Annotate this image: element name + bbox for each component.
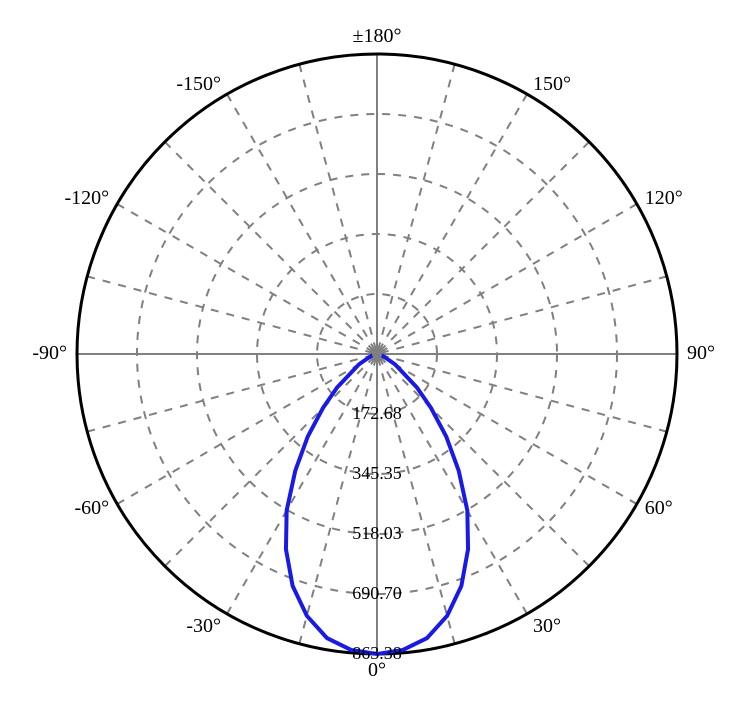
polar-chart: 172.68345.35518.03690.70863.380°30°60°90…	[0, 0, 754, 709]
angle-label: -30°	[186, 615, 221, 637]
radial-label: 345.35	[352, 463, 402, 483]
center-dot	[372, 349, 382, 359]
angle-label: 30°	[533, 615, 561, 637]
angle-label: -120°	[65, 187, 110, 209]
angle-label: ±180°	[353, 25, 402, 47]
angle-label: 150°	[533, 73, 571, 95]
angle-label: 120°	[645, 187, 683, 209]
angle-label: 0°	[368, 659, 386, 681]
radial-label: 518.03	[352, 523, 402, 543]
angle-label: 60°	[645, 497, 673, 519]
angle-label: -90°	[32, 342, 67, 364]
radial-label: 690.70	[352, 583, 402, 603]
angle-label: -60°	[75, 497, 110, 519]
angle-label: 90°	[687, 342, 715, 364]
radial-label: 172.68	[352, 403, 402, 423]
angle-label: -150°	[176, 73, 221, 95]
